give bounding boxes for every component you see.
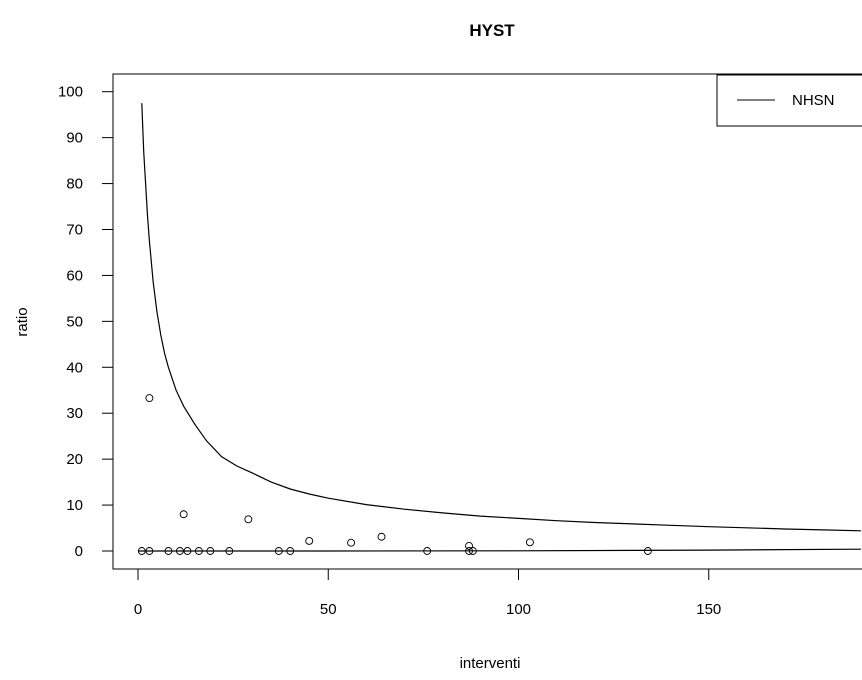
data-point xyxy=(423,547,432,555)
data-point xyxy=(274,547,283,555)
y-axis-label: ratio xyxy=(14,307,31,336)
y-axis: 0 10 20 30 40 50 60 70 80 90 100 xyxy=(58,84,114,560)
x-tick-label: 150 xyxy=(696,601,721,618)
data-point xyxy=(145,547,154,555)
y-tick-label: 30 xyxy=(66,405,83,422)
data-point xyxy=(137,547,146,555)
data-point xyxy=(468,547,477,555)
data-point xyxy=(643,547,652,555)
data-point xyxy=(244,515,253,524)
y-tick-label: 90 xyxy=(66,130,83,147)
data-point xyxy=(164,547,173,555)
data-point xyxy=(179,510,188,519)
y-tick-label: 100 xyxy=(58,84,83,101)
y-tick-label: 10 xyxy=(66,497,83,514)
data-point xyxy=(206,547,215,555)
x-axis: 0 50 100 150 xyxy=(134,568,721,618)
y-tick-label: 0 xyxy=(75,543,83,560)
y-tick-label: 50 xyxy=(66,313,83,330)
data-point xyxy=(145,394,154,403)
data-point xyxy=(175,547,184,555)
series-points xyxy=(137,394,652,555)
x-tick-label: 100 xyxy=(506,601,531,618)
x-tick-label: 50 xyxy=(320,601,337,618)
y-tick-label: 80 xyxy=(66,176,83,193)
data-point xyxy=(183,547,192,555)
data-point xyxy=(377,532,386,541)
y-tick-label: 70 xyxy=(66,221,83,238)
data-point xyxy=(305,536,314,545)
legend-label-nhsn: NHSN xyxy=(792,92,835,109)
series-line-nhsn xyxy=(141,103,862,532)
data-point xyxy=(225,547,234,555)
chart-title: HYST xyxy=(469,21,515,40)
x-tick-label: 0 xyxy=(134,601,142,618)
data-point xyxy=(465,547,473,555)
data-point xyxy=(347,538,356,547)
series-line-baseline xyxy=(138,548,862,552)
y-tick-label: 40 xyxy=(66,359,83,376)
series-lines xyxy=(138,103,862,552)
y-tick-label: 20 xyxy=(66,451,83,468)
x-axis-label: interventi xyxy=(460,655,521,672)
data-point xyxy=(286,547,295,555)
data-point xyxy=(194,547,203,555)
plot-frame xyxy=(112,73,862,570)
legend: NHSN xyxy=(716,74,862,127)
data-point xyxy=(465,541,473,550)
y-tick-label: 60 xyxy=(66,267,83,284)
data-point xyxy=(525,538,534,547)
